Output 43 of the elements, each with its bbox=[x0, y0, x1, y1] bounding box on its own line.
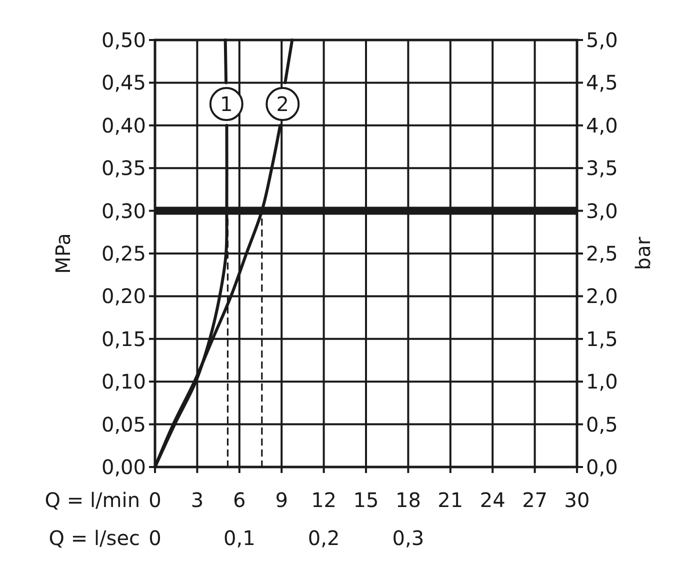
y2-axis-title: bar bbox=[631, 236, 655, 270]
y2-tick-label: 4,5 bbox=[586, 70, 618, 95]
x-tick-label: 15 bbox=[353, 488, 379, 512]
x-tick-label: 12 bbox=[311, 488, 337, 512]
x-tick-label: 0 bbox=[148, 488, 162, 512]
x2-tick-label: 0 bbox=[148, 526, 162, 550]
y-tick-label: 0,45 bbox=[101, 70, 146, 95]
x-tick-label: 24 bbox=[480, 488, 506, 512]
x2-axis-title: Q = l/sec bbox=[48, 526, 140, 550]
x2-tick-label: 0,2 bbox=[308, 526, 340, 550]
y-tick-label: 0,20 bbox=[101, 284, 146, 308]
y2-tick-label: 1,0 bbox=[586, 370, 618, 394]
series-label: 1 bbox=[220, 92, 233, 116]
x-tick-label: 3 bbox=[190, 488, 204, 512]
y2-tick-label: 2,5 bbox=[586, 242, 618, 266]
x-tick-label: 30 bbox=[564, 488, 590, 512]
y-tick-label: 0,35 bbox=[101, 156, 146, 180]
y2-tick-label: 2,0 bbox=[586, 284, 618, 308]
y-tick-label: 0,15 bbox=[101, 326, 146, 351]
y2-tick-label: 0,5 bbox=[586, 412, 618, 436]
x-tick-label: 9 bbox=[275, 488, 288, 512]
y2-tick-label: 3,5 bbox=[586, 156, 618, 180]
x-tick-label: 21 bbox=[438, 488, 464, 512]
y2-tick-label: 4,0 bbox=[586, 113, 618, 138]
y-tick-label: 0,00 bbox=[101, 455, 146, 479]
y-tick-label: 0,10 bbox=[101, 370, 146, 394]
x-tick-label: 27 bbox=[522, 488, 548, 512]
x2-tick-label: 0,1 bbox=[223, 526, 256, 550]
y2-tick-label: 0,0 bbox=[586, 455, 618, 479]
y2-tick-label: 5,0 bbox=[586, 28, 618, 52]
y-tick-label: 0,30 bbox=[101, 198, 146, 223]
x-tick-label: 6 bbox=[233, 488, 246, 512]
x-tick-label: 18 bbox=[395, 488, 421, 512]
y-tick-label: 0,25 bbox=[101, 242, 146, 266]
y-tick-label: 0,40 bbox=[101, 113, 146, 138]
y-tick-label: 0,05 bbox=[101, 412, 146, 436]
y2-tick-label: 1,5 bbox=[586, 326, 618, 351]
y-tick-label: 0,50 bbox=[101, 28, 146, 52]
y2-tick-label: 3,0 bbox=[586, 198, 618, 223]
x-axis-title: Q = l/min bbox=[44, 488, 140, 512]
y-axis-title: MPa bbox=[51, 233, 75, 274]
x2-tick-label: 0,3 bbox=[392, 526, 424, 550]
legend-label: 2 bbox=[276, 92, 290, 116]
